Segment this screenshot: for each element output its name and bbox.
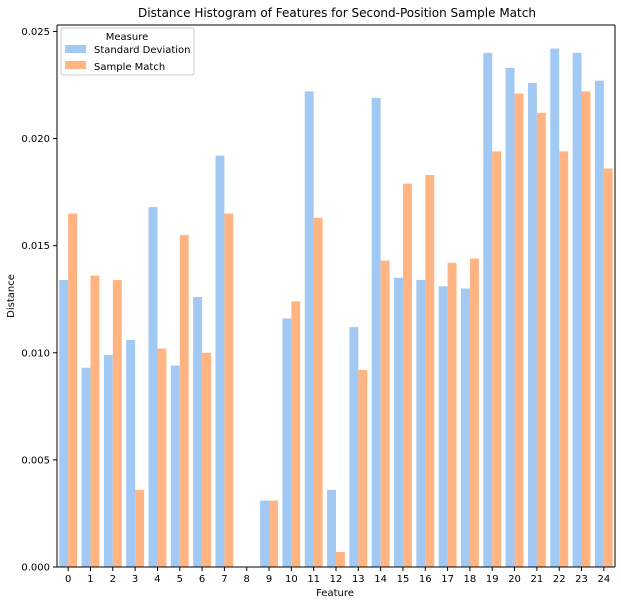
- bar-standard-deviation-4: [148, 207, 158, 567]
- bar-standard-deviation-3: [126, 339, 136, 567]
- x-tick-label: 17: [441, 574, 454, 585]
- bar-sample-match-11: [313, 217, 323, 567]
- bar-standard-deviation-16: [416, 279, 426, 567]
- x-tick-label: 22: [553, 574, 566, 585]
- bar-standard-deviation-24: [594, 80, 604, 567]
- x-tick-label: 18: [464, 574, 477, 585]
- bar-standard-deviation-22: [550, 48, 560, 567]
- legend-label-sample-match: Sample Match: [94, 62, 165, 73]
- bar-sample-match-23: [581, 91, 591, 567]
- x-tick-label: 1: [87, 574, 93, 585]
- bar-standard-deviation-2: [103, 354, 113, 567]
- legend-swatch-sample-match: [65, 61, 86, 69]
- bar-standard-deviation-0: [59, 279, 69, 567]
- y-tick-label: 0.020: [21, 134, 50, 145]
- bar-sample-match-2: [112, 279, 122, 567]
- x-tick-label: 19: [486, 574, 499, 585]
- x-tick-label: 3: [132, 574, 138, 585]
- x-tick-label: 20: [508, 574, 521, 585]
- bar-sample-match-18: [469, 258, 479, 567]
- x-tick-label: 21: [531, 574, 544, 585]
- bar-standard-deviation-14: [371, 97, 381, 567]
- bar-standard-deviation-7: [215, 155, 225, 567]
- y-tick-label: 0.000: [21, 563, 50, 574]
- bar-standard-deviation-13: [349, 327, 359, 567]
- bar-sample-match-7: [224, 213, 234, 567]
- bar-sample-match-6: [202, 352, 212, 567]
- y-tick-label: 0.015: [21, 241, 50, 252]
- bar-standard-deviation-23: [572, 52, 582, 568]
- legend-swatch-standard-deviation: [65, 45, 86, 53]
- x-tick-label: 5: [177, 574, 183, 585]
- bar-standard-deviation-1: [81, 367, 91, 567]
- x-tick-label: 11: [307, 574, 320, 585]
- x-tick-label: 23: [575, 574, 588, 585]
- x-tick-label: 13: [352, 574, 365, 585]
- y-tick-label: 0.010: [21, 348, 50, 359]
- bar-sample-match-3: [135, 489, 145, 567]
- bar-sample-match-12: [336, 552, 345, 567]
- bar-standard-deviation-21: [527, 82, 537, 567]
- x-tick-label: 15: [397, 574, 410, 585]
- legend-label-standard-deviation: Standard Deviation: [94, 45, 191, 56]
- x-axis-label: Feature: [316, 588, 354, 599]
- x-tick-label: 12: [330, 574, 343, 585]
- x-tick-label: 14: [374, 574, 387, 585]
- legend-frame: [60, 27, 195, 76]
- bar-sample-match-9: [269, 500, 278, 567]
- bar-standard-deviation-15: [394, 277, 403, 567]
- bar-sample-match-13: [358, 369, 368, 567]
- bar-standard-deviation-18: [460, 288, 470, 567]
- bar-standard-deviation-11: [304, 91, 314, 567]
- bar-sample-match-10: [291, 301, 301, 567]
- bar-sample-match-22: [559, 151, 569, 567]
- y-axis-label: Distance: [6, 274, 17, 318]
- bar-standard-deviation-20: [505, 67, 515, 567]
- bar-sample-match-24: [603, 168, 613, 567]
- x-tick-label: 2: [110, 574, 116, 585]
- bar-sample-match-5: [179, 234, 189, 567]
- x-tick-label: 10: [285, 574, 298, 585]
- x-tick-label: 24: [597, 574, 610, 585]
- bar-standard-deviation-9: [260, 500, 270, 567]
- bar-sample-match-1: [90, 275, 100, 567]
- x-tick-label: 7: [221, 574, 227, 585]
- bar-sample-match-20: [514, 93, 524, 568]
- bar-standard-deviation-12: [327, 489, 336, 567]
- x-tick-label: 9: [266, 574, 272, 585]
- bar-standard-deviation-19: [483, 52, 493, 568]
- chart-title: Distance Histogram of Features for Secon…: [138, 6, 536, 20]
- bar-standard-deviation-17: [438, 286, 448, 567]
- y-tick-label: 0.025: [21, 27, 50, 38]
- x-tick-label: 8: [244, 574, 250, 585]
- x-tick-label: 6: [199, 574, 205, 585]
- bar-sample-match-0: [68, 213, 78, 567]
- bar-sample-match-4: [157, 348, 167, 567]
- bar-sample-match-14: [380, 260, 390, 567]
- bar-sample-match-19: [492, 151, 502, 567]
- bar-sample-match-17: [447, 262, 457, 567]
- x-tick-label: 4: [154, 574, 160, 585]
- bar-standard-deviation-5: [170, 365, 180, 567]
- y-tick-label: 0.005: [21, 455, 50, 466]
- bar-sample-match-16: [425, 174, 435, 567]
- x-tick-label: 0: [65, 574, 71, 585]
- bars-group: [59, 48, 613, 568]
- bar-sample-match-21: [536, 112, 546, 567]
- legend: Measure Standard Deviation Sample Match: [60, 27, 195, 76]
- legend-title: Measure: [106, 32, 149, 43]
- bar-standard-deviation-6: [193, 297, 203, 567]
- x-tick-label: 16: [419, 574, 432, 585]
- bar-sample-match-15: [402, 183, 412, 567]
- bar-standard-deviation-10: [282, 318, 292, 567]
